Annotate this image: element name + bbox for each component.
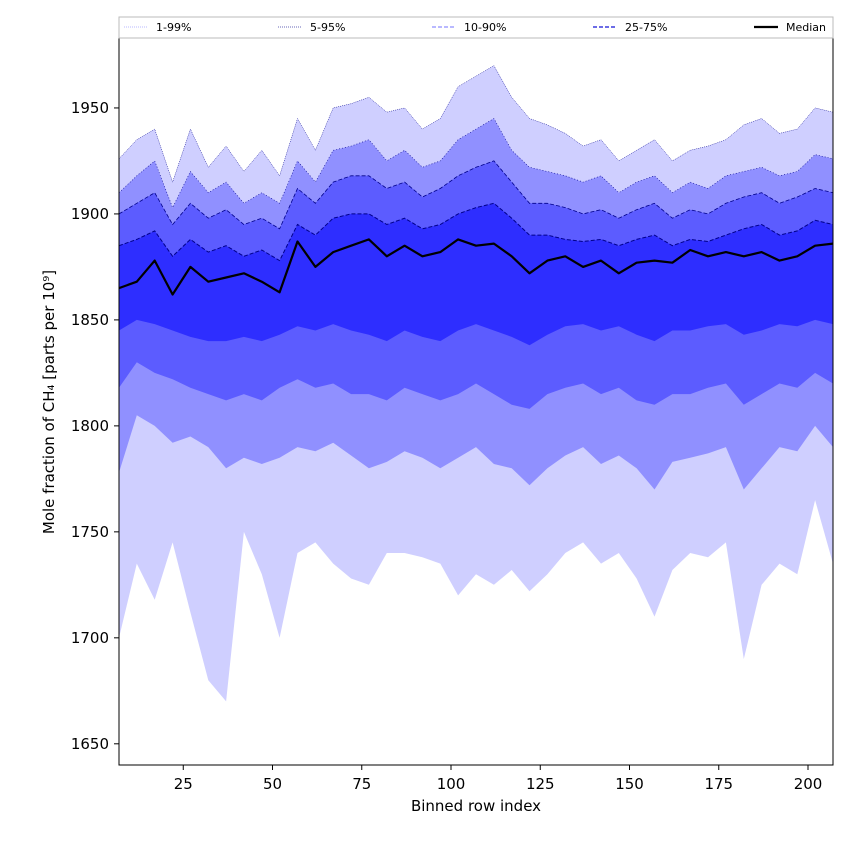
- legend-label: 25-75%: [625, 21, 667, 34]
- y-axis-ticks: 1650 1700 1750 1800 1850 1900 1950: [71, 99, 119, 753]
- legend-label: 5-95%: [310, 21, 345, 34]
- x-tick-label: 100: [437, 775, 466, 793]
- legend-frame: [118, 16, 834, 39]
- y-axis-title: Mole fraction of CH₄ [parts per 10⁹]: [40, 270, 58, 534]
- x-tick-label: 175: [704, 775, 733, 793]
- x-tick-label: 75: [352, 775, 371, 793]
- legend-label: Median: [786, 21, 826, 34]
- y-tick-label: 1800: [71, 417, 109, 435]
- y-tick-label: 1900: [71, 205, 109, 223]
- y-tick-label: 1750: [71, 523, 109, 541]
- percentile-bands: [118, 65, 834, 702]
- band-25-75pct: [119, 203, 833, 346]
- median-layer: [118, 238, 834, 296]
- band-upper-edge-25-75pct: [118, 202, 834, 262]
- legend-label: 10-90%: [464, 21, 506, 34]
- x-tick-label: 50: [263, 775, 282, 793]
- y-tick-label: 1650: [71, 735, 109, 753]
- band-upper-edge-5-95pct: [118, 118, 834, 209]
- y-tick-label: 1950: [71, 99, 109, 117]
- x-tick-label: 200: [794, 775, 823, 793]
- x-tick-label: 25: [174, 775, 193, 793]
- band-upper-edge-1-99pct: [118, 65, 834, 183]
- y-tick-label: 1700: [71, 629, 109, 647]
- x-axis-title: Binned row index: [411, 797, 541, 815]
- x-tick-label: 125: [526, 775, 555, 793]
- median-line: [118, 238, 834, 296]
- legend: 1-99% 5-95% 10-90% 25-75% Median: [118, 16, 834, 39]
- band-upper-edge-10-90pct: [118, 160, 834, 230]
- y-tick-label: 1850: [71, 311, 109, 329]
- x-axis-ticks: 25 50 75 100 125 150 175 200: [174, 765, 823, 793]
- legend-label: 1-99%: [156, 21, 191, 34]
- x-tick-label: 150: [615, 775, 644, 793]
